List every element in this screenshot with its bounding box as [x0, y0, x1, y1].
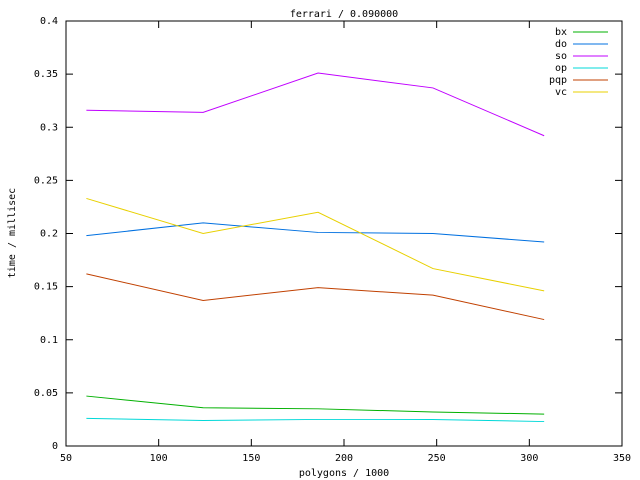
x-tick-label: 100	[150, 453, 168, 464]
series-line	[86, 72, 545, 137]
y-tick-label: 0.3	[40, 122, 58, 133]
legend-label: vc	[555, 87, 567, 98]
plot-frame	[65, 20, 623, 447]
series-line	[86, 197, 545, 292]
x-tick-label: 350	[613, 453, 631, 464]
y-tick-label: 0.1	[40, 335, 58, 346]
y-axis-label: time / millisec	[7, 188, 18, 278]
x-tick-label: 50	[60, 453, 72, 464]
series-line	[86, 395, 545, 415]
x-tick-label: 250	[428, 453, 446, 464]
x-axis-label: polygons / 1000	[299, 468, 389, 479]
y-tick-label: 0.25	[34, 175, 58, 186]
series-line	[86, 222, 545, 243]
x-tick-label: 200	[335, 453, 353, 464]
legend-label: do	[555, 39, 567, 50]
y-tick-label: 0.35	[34, 69, 58, 80]
chart-title: ferrari / 0.090000	[290, 9, 398, 20]
legend-label: op	[555, 63, 567, 74]
legend-label: bx	[555, 27, 567, 38]
y-tick-label: 0	[52, 441, 58, 452]
y-tick-label: 0.4	[40, 16, 58, 27]
x-tick-label: 300	[520, 453, 538, 464]
x-tick-label: 150	[242, 453, 260, 464]
legend-label: pqp	[549, 75, 567, 86]
y-tick-label: 0.15	[34, 282, 58, 293]
series-line	[86, 273, 545, 321]
y-tick-label: 0.2	[40, 229, 58, 240]
series-line	[86, 417, 545, 423]
legend-label: so	[555, 51, 567, 62]
y-tick-label: 0.05	[34, 388, 58, 399]
